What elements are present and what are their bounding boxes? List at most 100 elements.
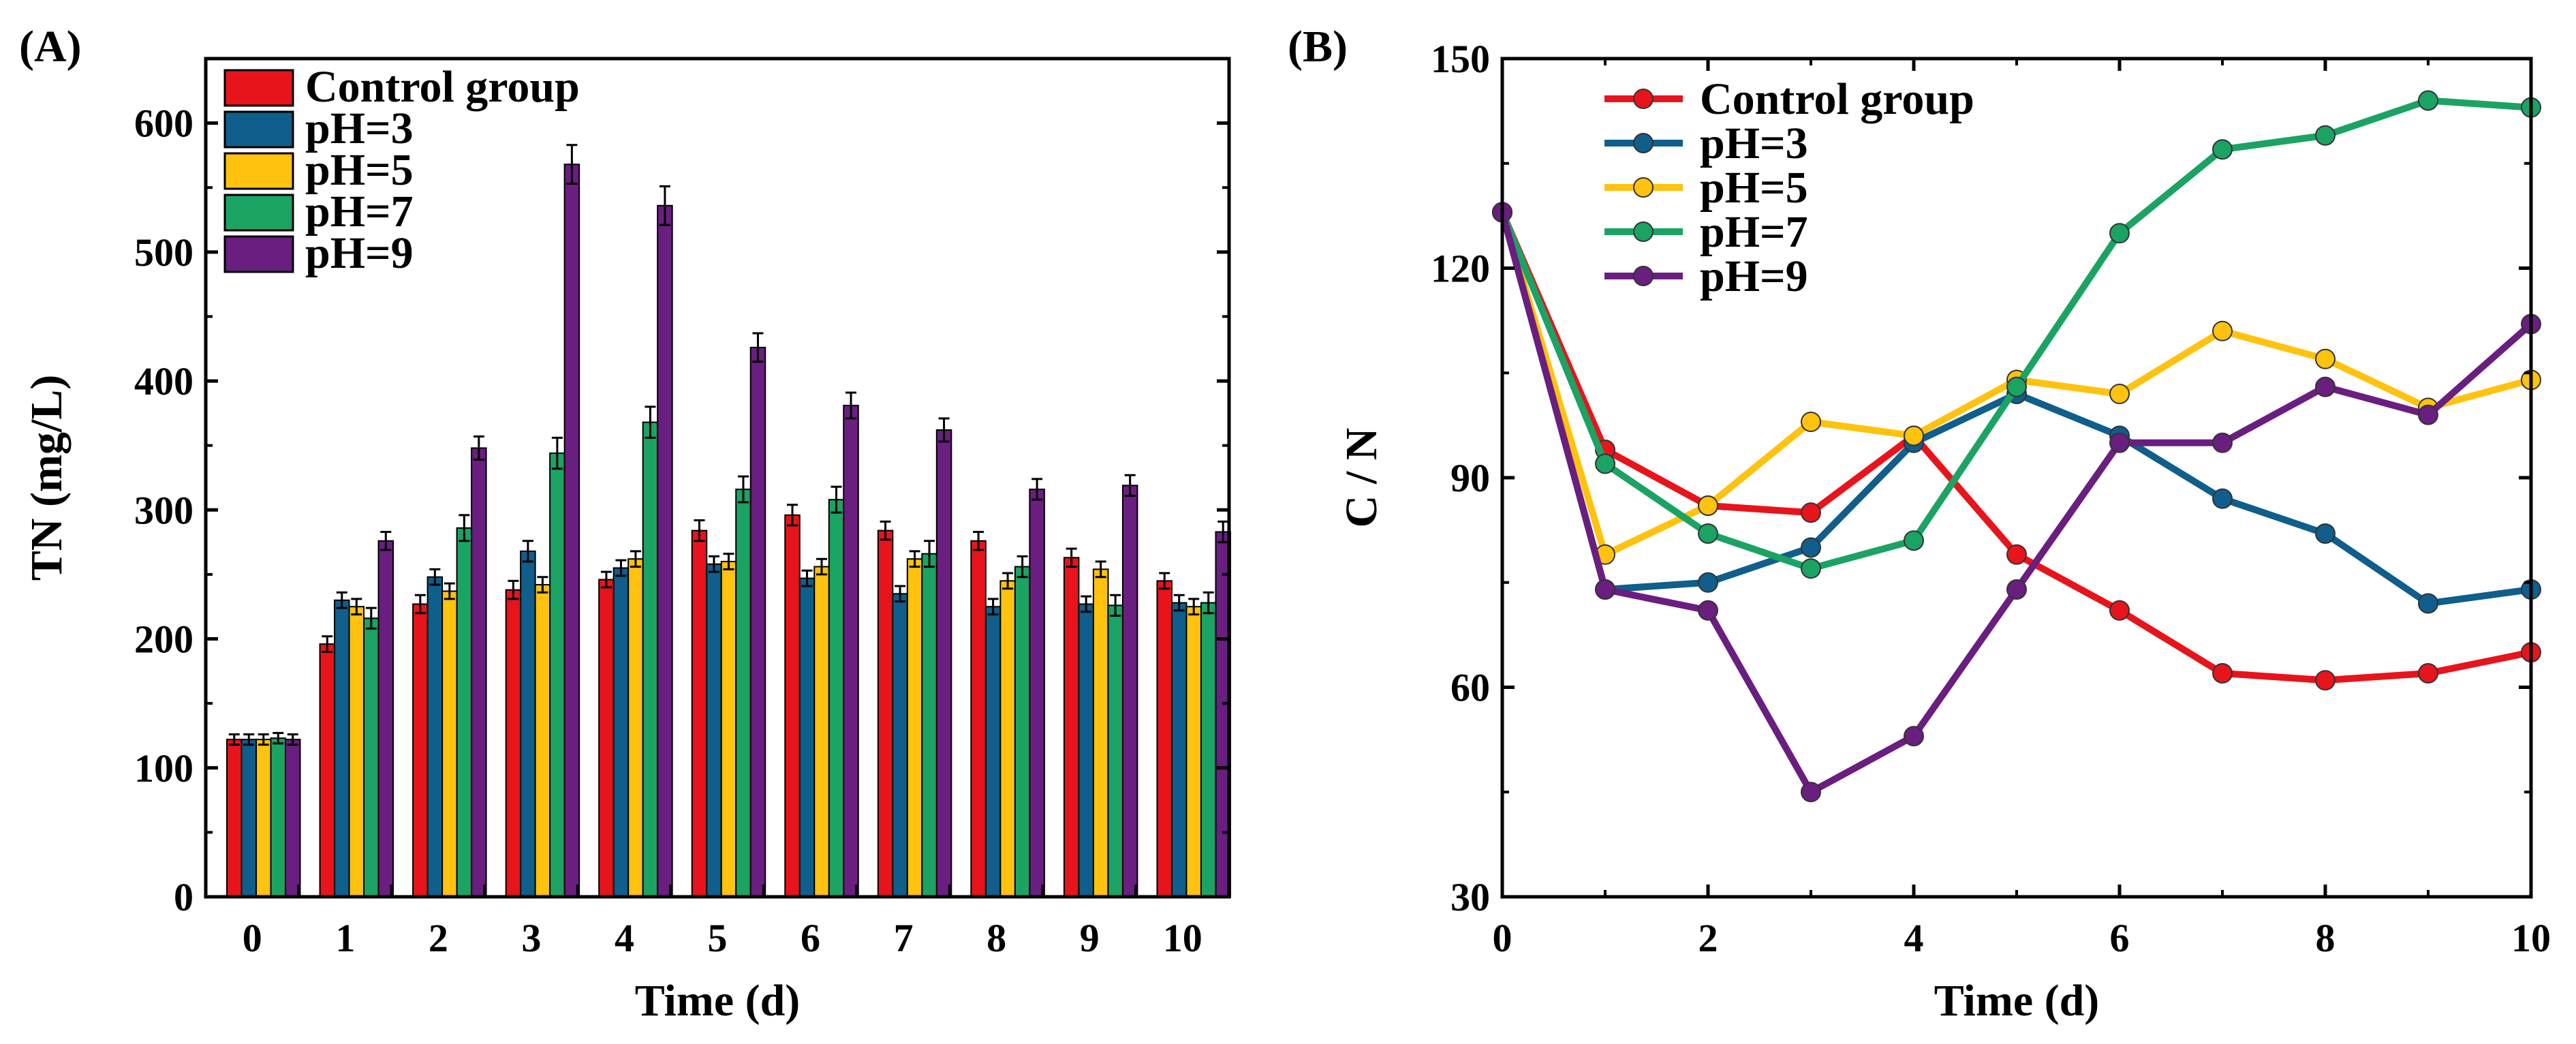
error-bar-ph-5-day-10: [1188, 598, 1200, 616]
bar-control-group-day-6: [784, 514, 801, 897]
point-ph-3-day-3: [1801, 537, 1821, 558]
bar-ph-3-day-5: [706, 563, 722, 897]
error-bar-control-group-day-7: [880, 520, 891, 541]
error-bar-ph-9-day-10: [1217, 520, 1229, 544]
bar-ph-9-day-4: [657, 204, 673, 897]
point-ph-5-day-4: [1904, 425, 1924, 446]
error-bar-ph-5-day-3: [537, 576, 548, 594]
point-control-group-day-6: [2109, 600, 2130, 621]
bar-ph-9-day-7: [935, 429, 952, 897]
legend-marker-control-group: [1633, 89, 1654, 109]
y-tick-label-400: 400: [134, 359, 193, 403]
error-bar-ph-7-day-3: [551, 436, 563, 470]
panel-a-y-axis-title: TN (mg/L): [22, 375, 72, 581]
error-bar-control-group-day-5: [694, 519, 705, 542]
point-ph-3-day-9: [2418, 593, 2438, 614]
line-ph-7: [1499, 97, 2532, 572]
error-bar-ph-7-day-6: [831, 485, 842, 514]
error-bar-control-group-day-0: [228, 733, 240, 746]
point-ph-7-day-9: [2418, 90, 2438, 111]
point-control-group-day-3: [1801, 502, 1821, 523]
panel-b-y-axis-title: C / N: [1337, 428, 1386, 528]
error-bar-ph-3-day-1: [336, 591, 347, 609]
bar-control-group-day-2: [412, 603, 429, 897]
x-tick-label-5: 5: [708, 916, 728, 960]
bar-ph-7-day-1: [363, 617, 379, 897]
point-ph-7-day-6: [2109, 223, 2130, 244]
bar-ph-5-day-9: [1092, 568, 1109, 897]
point-ph-3-day-2: [1698, 572, 1718, 593]
bar-ph-3-day-2: [426, 576, 444, 897]
point-ph-5-day-8: [2315, 348, 2336, 369]
bar-ph-7-day-7: [921, 553, 937, 898]
error-bar-ph-9-day-1: [380, 530, 392, 551]
panel-a-x-axis: 0 1 2 3 4 5 6 7 8 9 10: [204, 885, 1231, 960]
point-ph-9-day-4: [1904, 726, 1924, 747]
panel-b-label: (B): [1288, 22, 1348, 72]
point-ph-9-day-5: [2006, 579, 2027, 600]
bar-ph-9-day-6: [843, 405, 859, 897]
point-control-group-day-7: [2212, 663, 2233, 684]
error-bar-ph-9-day-4: [659, 185, 670, 226]
bar-control-group-day-3: [505, 589, 522, 898]
y-tick-label-200: 200: [134, 617, 193, 662]
x-tick-label-0: 0: [243, 916, 262, 960]
point-ph-7-day-2: [1698, 523, 1718, 544]
point-ph-3-day-8: [2315, 523, 2336, 544]
bar-ph-7-day-4: [642, 421, 659, 897]
point-ph-5-day-2: [1698, 495, 1718, 516]
legend-label-ph-9: pH=9: [1700, 251, 1808, 301]
error-bar-control-group-day-6: [787, 504, 798, 527]
bar-ph-5-day-0: [255, 739, 272, 897]
bar-ph-7-day-0: [270, 737, 286, 897]
panel-a-y-axis: 0 100 200 300 400 500 600: [134, 102, 1229, 919]
bar-control-group-day-4: [598, 579, 615, 897]
legend-label-ph-7: pH=7: [305, 187, 414, 236]
bar-control-group-day-8: [970, 540, 987, 897]
bar-ph-9-day-2: [471, 447, 487, 897]
panel-a-label: (A): [19, 22, 82, 72]
error-bar-control-group-day-4: [600, 570, 612, 589]
x-tick-label-9: 9: [1080, 916, 1100, 960]
panel-b-x-axis: 0 2 4 6 8 10: [1493, 59, 2551, 960]
panel-a-error-bars: [228, 144, 1229, 746]
bar-ph-5-day-10: [1185, 606, 1202, 897]
y-tick-label-300: 300: [134, 488, 193, 532]
bar-ph-9-day-8: [1029, 489, 1045, 897]
error-bar-control-group-day-9: [1066, 547, 1077, 568]
x-tick-label-4: 4: [615, 916, 634, 960]
error-bar-ph-9-day-3: [566, 144, 578, 185]
legend-swatch-control-group: [223, 69, 294, 107]
error-bar-control-group-day-1: [322, 635, 333, 653]
bar-ph-7-day-8: [1014, 566, 1031, 897]
error-bar-ph-7-day-5: [737, 475, 749, 504]
error-bar-ph-9-day-5: [752, 332, 764, 363]
bar-ph-7-day-10: [1200, 602, 1217, 897]
legend-marker-ph-9: [1633, 266, 1654, 286]
legend-label-ph-5: pH=5: [1700, 163, 1808, 213]
error-bar-ph-7-day-1: [365, 607, 377, 630]
y-tick-label-60: 60: [1450, 666, 1490, 710]
legend-swatch-ph-5: [223, 152, 294, 190]
legend-marker-ph-5: [1633, 177, 1654, 198]
legend-label-ph-3: pH=3: [1700, 119, 1808, 168]
y-tick-label-150: 150: [1431, 37, 1490, 81]
panel-b-y-axis: 30 60 90 120 150: [1431, 37, 2531, 919]
bar-ph-5-day-7: [906, 558, 923, 897]
legend-swatch-ph-9: [223, 235, 294, 273]
bar-ph-3-day-7: [892, 593, 908, 897]
bar-ph-3-day-6: [798, 577, 816, 897]
panel-a-x-axis-title: Time (d): [635, 976, 801, 1026]
bar-ph-9-day-9: [1121, 485, 1138, 897]
bar-control-group-day-10: [1156, 580, 1173, 898]
bar-ph-9-day-0: [285, 739, 301, 897]
panel-a-plot-frame: [204, 57, 1231, 899]
bar-ph-7-day-2: [456, 527, 473, 897]
x-tick-label-6: 6: [801, 916, 820, 960]
point-ph-9-day-1: [1595, 579, 1615, 600]
y-tick-label-30: 30: [1450, 875, 1490, 919]
error-bar-ph-3-day-2: [429, 568, 441, 586]
error-bar-ph-3-day-9: [1081, 595, 1092, 613]
x-tick-label-0: 0: [1493, 916, 1512, 960]
